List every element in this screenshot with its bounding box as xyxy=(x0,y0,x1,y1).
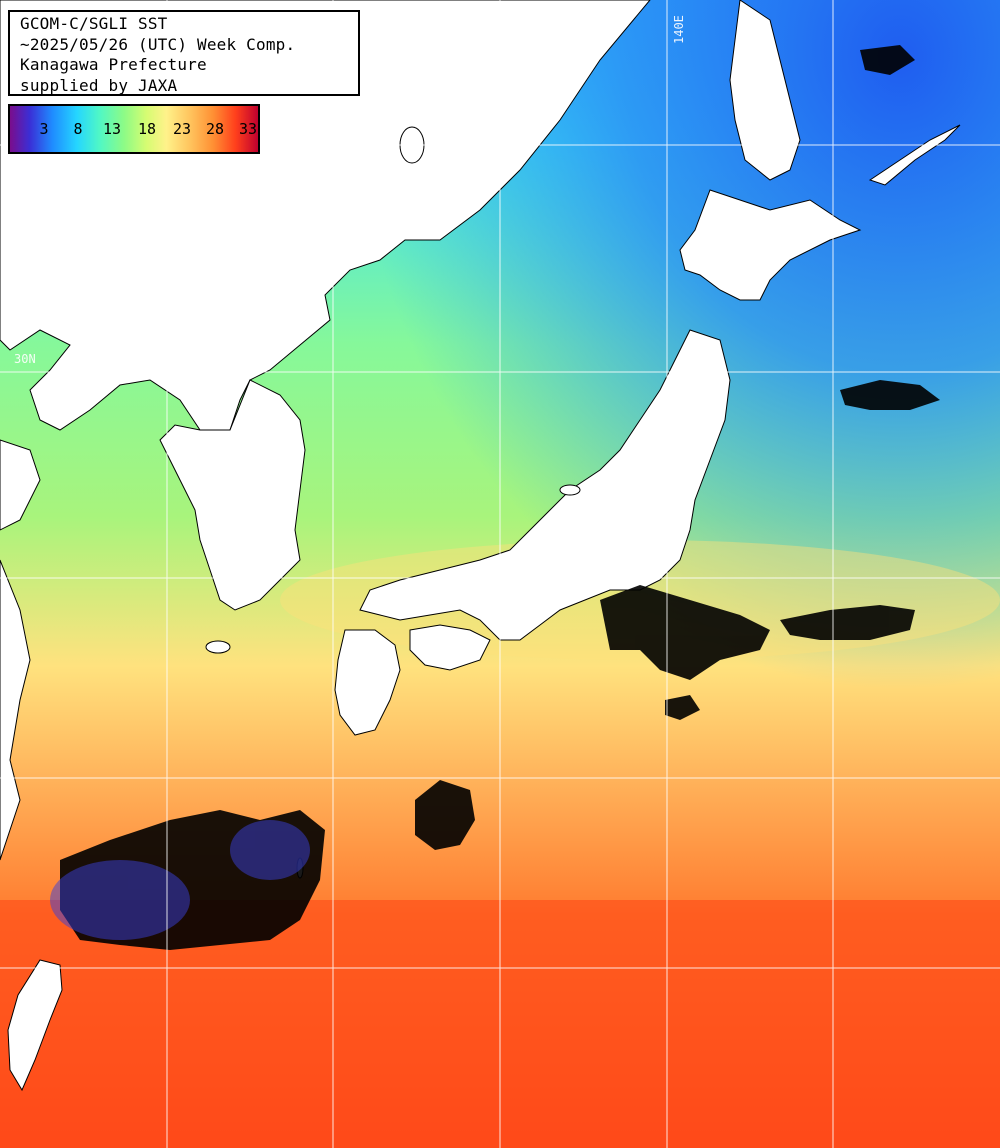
cold-artifact-mid xyxy=(230,820,310,880)
land-shikoku xyxy=(409,624,491,671)
legend-tick: 13 xyxy=(102,120,122,138)
land-sakhalin xyxy=(729,0,801,181)
land-hokkaido xyxy=(679,189,862,301)
lat-label-30n: 30N xyxy=(14,352,36,366)
cloud-patch-east xyxy=(780,605,915,640)
legend-tick: 18 xyxy=(137,120,157,138)
legend-tick: 23 xyxy=(172,120,192,138)
cold-artifacts xyxy=(50,820,310,940)
land-kyushu xyxy=(334,629,401,736)
color-legend: 3 8 13 18 23 28 33 xyxy=(8,104,260,154)
land-sado xyxy=(559,484,581,496)
cloud-patch-izu xyxy=(665,695,700,720)
cloud-patch-south xyxy=(415,780,475,850)
legend-tick: 33 xyxy=(238,120,258,138)
cloud-patch-north xyxy=(860,45,915,75)
legend-tick: 3 xyxy=(39,120,49,138)
cold-artifact-sw xyxy=(50,860,190,940)
info-box: GCOM-C/SGLI SST ~2025/05/26 (UTC) Week C… xyxy=(8,10,360,96)
cloud-patch-sanriku xyxy=(840,380,940,410)
legend-tick: 28 xyxy=(205,120,225,138)
land-jeju xyxy=(205,640,231,654)
info-title: GCOM-C/SGLI SST xyxy=(20,14,168,33)
land-kuril xyxy=(868,124,961,186)
info-prefecture: Kanagawa Prefecture xyxy=(20,55,207,74)
land-china-coast xyxy=(0,439,41,861)
land-taiwan xyxy=(7,959,63,1092)
cloud-patch-boso xyxy=(600,585,770,680)
info-date: ~2025/05/26 (UTC) Week Comp. xyxy=(20,34,296,54)
info-supplier: supplied by JAXA xyxy=(20,75,178,95)
legend-tick: 8 xyxy=(73,120,83,138)
lon-label-140e: 140E xyxy=(672,15,686,44)
land-korea xyxy=(159,379,306,611)
legend-ticks: 3 8 13 18 23 28 33 xyxy=(10,120,258,140)
